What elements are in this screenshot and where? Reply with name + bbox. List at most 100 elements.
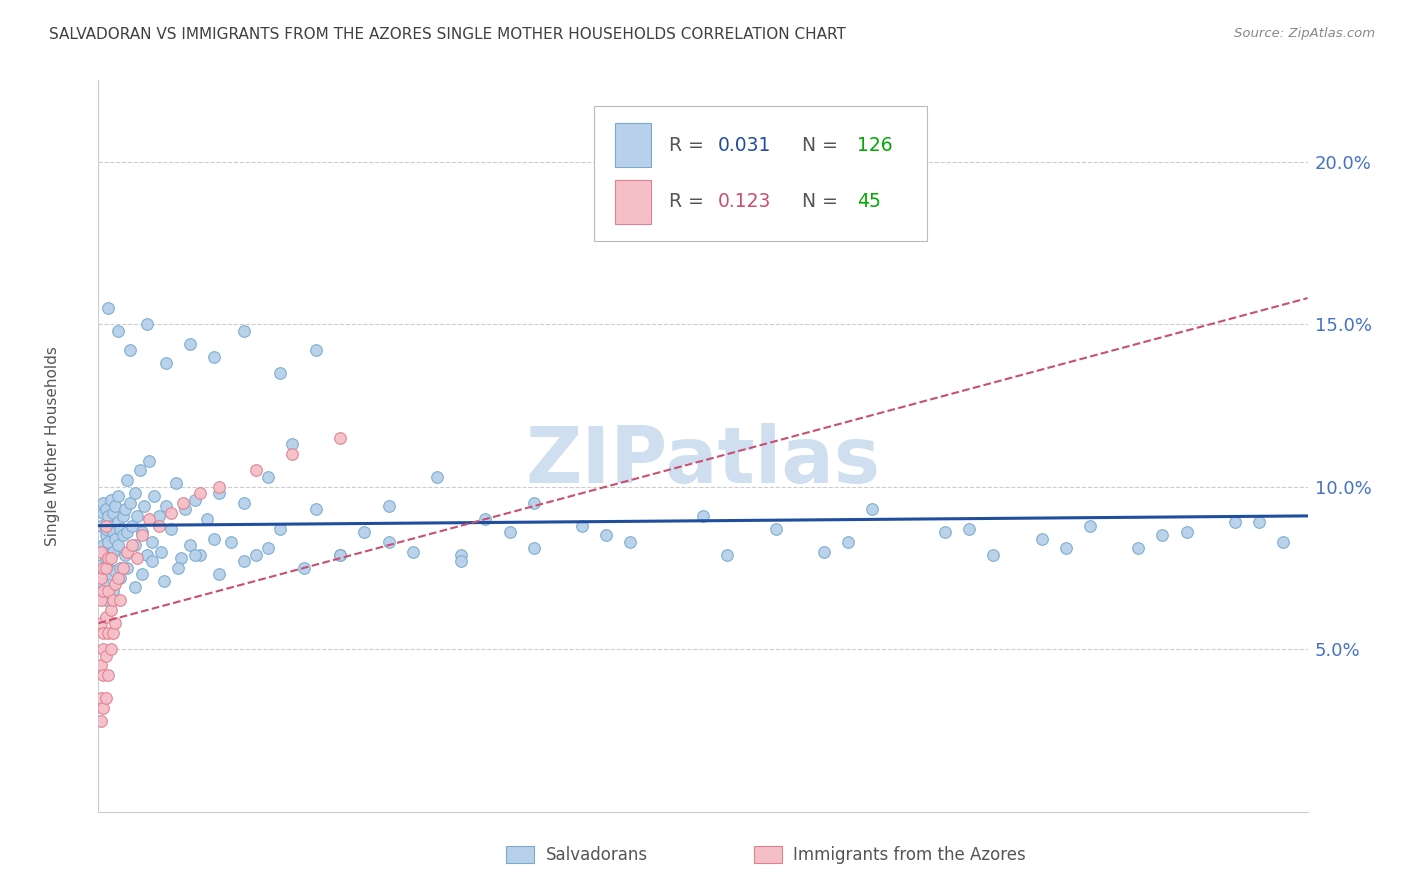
Point xyxy=(90,571,112,585)
Point xyxy=(1078,518,1101,533)
Point xyxy=(101,626,124,640)
Point xyxy=(141,554,163,568)
Point xyxy=(174,502,197,516)
Point xyxy=(91,668,114,682)
Point xyxy=(329,548,352,562)
Point xyxy=(90,616,112,631)
Point xyxy=(101,583,124,598)
Point xyxy=(91,700,114,714)
Point xyxy=(94,690,117,705)
Point xyxy=(131,528,153,542)
Text: 45: 45 xyxy=(856,192,880,211)
Point xyxy=(172,496,194,510)
FancyBboxPatch shape xyxy=(595,106,927,241)
Point xyxy=(111,561,134,575)
Point xyxy=(94,593,117,607)
Point xyxy=(1272,535,1295,549)
Point xyxy=(981,548,1004,562)
Text: 126: 126 xyxy=(856,136,893,155)
Point xyxy=(107,538,129,552)
Point xyxy=(208,567,231,582)
Point xyxy=(353,525,375,540)
Text: Immigrants from the Azores: Immigrants from the Azores xyxy=(793,846,1026,863)
Point xyxy=(94,522,117,536)
Point xyxy=(523,496,546,510)
Point xyxy=(121,518,143,533)
Point xyxy=(94,609,117,624)
Point xyxy=(94,502,117,516)
Point xyxy=(97,583,120,598)
Point xyxy=(91,583,114,598)
Point xyxy=(269,366,291,380)
Point xyxy=(184,548,207,562)
Point xyxy=(104,616,127,631)
Point xyxy=(107,489,129,503)
Text: Single Mother Households: Single Mother Households xyxy=(45,346,60,546)
Point xyxy=(188,486,211,500)
Point xyxy=(169,551,191,566)
Point xyxy=(97,535,120,549)
Point xyxy=(329,431,352,445)
Point xyxy=(256,541,278,556)
Point xyxy=(135,317,157,331)
Point xyxy=(90,544,112,558)
Point xyxy=(100,642,122,657)
Point xyxy=(121,538,143,552)
Point xyxy=(108,522,131,536)
Point xyxy=(97,626,120,640)
Point xyxy=(402,544,425,558)
Point xyxy=(90,690,112,705)
Point xyxy=(124,538,146,552)
Text: R =: R = xyxy=(669,192,710,211)
Point xyxy=(118,496,141,510)
Point xyxy=(91,642,114,657)
Point xyxy=(281,447,304,461)
Point xyxy=(221,535,243,549)
Point xyxy=(450,548,472,562)
Point xyxy=(128,463,150,477)
Point xyxy=(108,561,131,575)
Point xyxy=(91,496,114,510)
Point xyxy=(377,499,399,513)
Point xyxy=(111,508,134,523)
Point xyxy=(1152,528,1174,542)
Point xyxy=(305,502,328,516)
Point xyxy=(101,544,124,558)
Point xyxy=(127,551,149,566)
Point xyxy=(94,518,117,533)
Point xyxy=(94,551,117,566)
Point xyxy=(305,343,328,357)
Text: 0.031: 0.031 xyxy=(717,136,770,155)
Point xyxy=(716,548,738,562)
Point xyxy=(100,551,122,566)
Point xyxy=(107,324,129,338)
Point xyxy=(100,548,122,562)
Point xyxy=(91,626,114,640)
Point xyxy=(138,512,160,526)
Point xyxy=(118,343,141,357)
Point xyxy=(208,480,231,494)
Point xyxy=(117,544,139,558)
Point xyxy=(90,593,112,607)
Point xyxy=(100,567,122,582)
Point xyxy=(91,538,114,552)
Point xyxy=(150,544,173,558)
Bar xyxy=(614,180,651,224)
Point xyxy=(160,506,183,520)
Point xyxy=(131,525,153,540)
Point xyxy=(152,574,174,588)
Point xyxy=(179,336,201,351)
Point xyxy=(114,502,136,516)
Point xyxy=(619,535,641,549)
Point xyxy=(692,508,714,523)
Point xyxy=(329,548,352,562)
Point xyxy=(127,508,149,523)
Point xyxy=(141,535,163,549)
Point xyxy=(1223,516,1246,530)
Point xyxy=(104,532,127,546)
Point xyxy=(114,548,136,562)
Text: Source: ZipAtlas.com: Source: ZipAtlas.com xyxy=(1234,27,1375,40)
Point xyxy=(91,561,114,575)
Point xyxy=(184,492,207,507)
Point xyxy=(269,522,291,536)
